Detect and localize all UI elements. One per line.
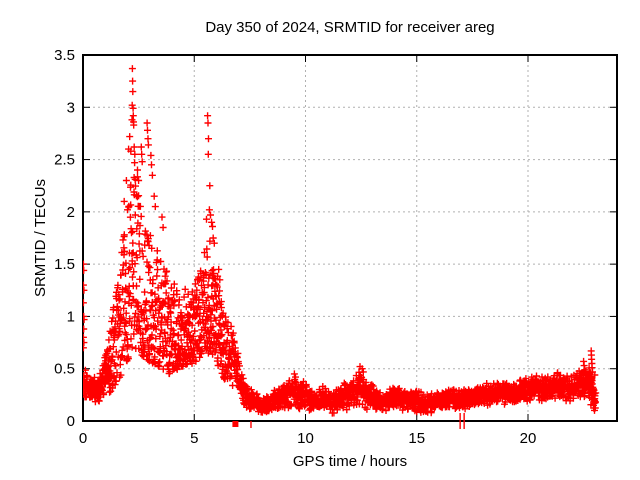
tick-labels: 0 5 10 15 20 0 0.5 1 1.5 2 2.5 3 3.5: [54, 47, 536, 447]
y-axis-label: SRMTID / TECUs: [32, 179, 49, 297]
axis-special-markers: [232, 413, 465, 429]
chart-title: Day 350 of 2024, SRMTID for receiver are…: [205, 19, 494, 36]
y-tick-label: 3.5: [54, 47, 75, 64]
x-tick-label: 20: [520, 430, 537, 447]
x-axis-label: GPS time / hours: [293, 453, 407, 470]
plot-border: [82, 54, 618, 422]
axis-square-marker: [232, 421, 239, 427]
y-tick-label: 0: [67, 413, 75, 430]
x-tick-label: 0: [79, 430, 87, 447]
data-points: [83, 65, 600, 417]
y-tick-label: 1.5: [54, 256, 75, 273]
x-tick-label: 5: [190, 430, 198, 447]
x-tick-label: 15: [408, 430, 425, 447]
y-tick-label: 1: [67, 308, 75, 325]
x-tick-label: 10: [297, 430, 314, 447]
y-tick-label: 0.5: [54, 361, 75, 378]
y-tick-label: 2.5: [54, 152, 75, 169]
y-tick-label: 2: [67, 204, 75, 221]
y-tick-label: 3: [67, 99, 75, 116]
scatter-plus-markers: [83, 65, 600, 417]
